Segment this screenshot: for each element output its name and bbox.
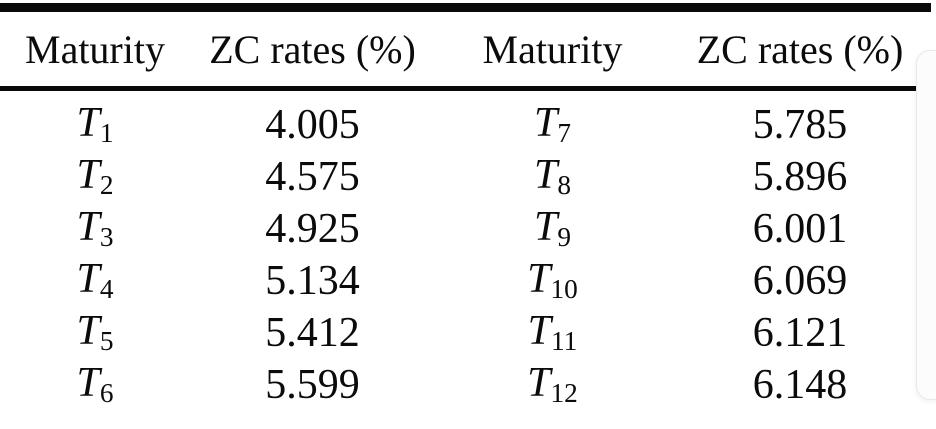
maturity-subscript: 6 bbox=[99, 378, 114, 409]
maturity-symbol: T bbox=[533, 100, 558, 147]
maturity-symbol: T bbox=[533, 152, 558, 199]
table-row: T3 4.925 T9 6.001 bbox=[0, 203, 930, 255]
maturity-cell: T6 bbox=[0, 362, 190, 407]
table-top-rule bbox=[0, 3, 931, 12]
maturity-cell: T5 bbox=[0, 310, 190, 355]
overlay-card-edge bbox=[916, 50, 936, 400]
maturity-cell: T2 bbox=[0, 154, 190, 199]
maturity-symbol: T bbox=[76, 308, 100, 355]
rate-cell: 4.575 bbox=[265, 154, 360, 200]
maturity-subscript: 5 bbox=[99, 326, 114, 357]
maturity-symbol: T bbox=[527, 308, 552, 355]
maturity-subscript: 11 bbox=[551, 326, 578, 357]
maturity-cell: T11 bbox=[435, 310, 670, 355]
rate-cell: 5.599 bbox=[265, 362, 360, 408]
maturity-cell: T7 bbox=[435, 102, 670, 147]
maturity-symbol: T bbox=[527, 256, 551, 303]
table-row: T4 5.134 T10 6.069 bbox=[0, 255, 930, 307]
maturity-symbol: T bbox=[533, 204, 558, 251]
table-row: T2 4.575 T8 5.896 bbox=[0, 151, 930, 203]
table-header-rule bbox=[0, 86, 931, 91]
maturity-symbol: T bbox=[76, 204, 100, 251]
maturity-cell: T9 bbox=[435, 206, 670, 251]
maturity-cell: T1 bbox=[0, 102, 190, 147]
table-header-row: Maturity ZC rates (%) Maturity ZC rates … bbox=[0, 13, 930, 86]
maturity-subscript: 2 bbox=[99, 170, 114, 201]
maturity-subscript: 3 bbox=[99, 222, 114, 253]
rate-cell: 4.925 bbox=[265, 206, 360, 252]
table-body: T1 4.005 T7 5.785 T2 4.575 T8 5.896 T3 4… bbox=[0, 91, 930, 411]
rate-cell: 4.005 bbox=[265, 102, 360, 148]
rate-cell: 6.001 bbox=[752, 206, 848, 252]
maturity-subscript: 10 bbox=[550, 274, 578, 305]
header-maturity-left: Maturity bbox=[25, 26, 165, 72]
maturity-symbol: T bbox=[76, 256, 100, 303]
maturity-subscript: 1 bbox=[99, 118, 114, 149]
maturity-subscript: 12 bbox=[550, 378, 578, 409]
rate-cell: 6.121 bbox=[752, 310, 848, 356]
maturity-symbol: T bbox=[527, 360, 551, 407]
maturity-symbol: T bbox=[76, 100, 100, 147]
maturity-symbol: T bbox=[76, 152, 100, 199]
header-zc-rates-left: ZC rates (%) bbox=[209, 26, 416, 72]
header-zc-rates-right: ZC rates (%) bbox=[696, 26, 904, 72]
maturity-subscript: 8 bbox=[557, 170, 571, 201]
maturity-symbol: T bbox=[76, 360, 100, 407]
maturity-cell: T4 bbox=[0, 258, 190, 303]
header-maturity-right: Maturity bbox=[482, 26, 623, 72]
maturity-subscript: 9 bbox=[557, 222, 571, 253]
rate-cell: 5.785 bbox=[752, 102, 848, 148]
rate-cell: 6.069 bbox=[752, 258, 848, 304]
maturity-cell: T12 bbox=[435, 362, 670, 407]
rate-cell: 5.412 bbox=[265, 310, 360, 356]
maturity-subscript: 4 bbox=[99, 274, 114, 305]
rate-cell: 5.134 bbox=[265, 258, 360, 304]
maturity-cell: T8 bbox=[435, 154, 670, 199]
maturity-subscript: 7 bbox=[557, 118, 571, 149]
maturity-cell: T10 bbox=[435, 258, 670, 303]
rate-cell: 6.148 bbox=[752, 362, 848, 408]
maturity-cell: T3 bbox=[0, 206, 190, 251]
table-row: T6 5.599 T12 6.148 bbox=[0, 359, 930, 411]
table-row: T5 5.412 T11 6.121 bbox=[0, 307, 930, 359]
table-row: T1 4.005 T7 5.785 bbox=[0, 99, 930, 151]
rate-cell: 5.896 bbox=[752, 154, 848, 200]
